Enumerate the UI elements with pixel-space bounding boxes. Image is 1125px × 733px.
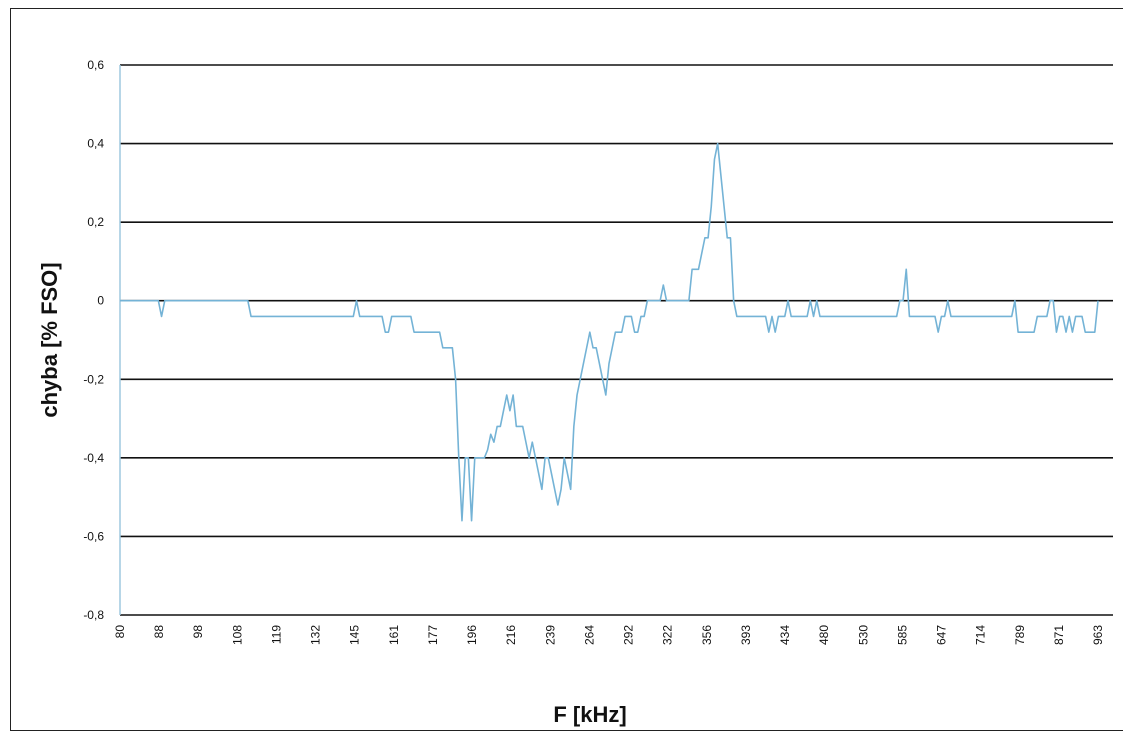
y-tick-label: 0,2 <box>87 215 104 229</box>
x-tick-label: 292 <box>622 625 636 645</box>
x-tick-label: 80 <box>113 625 127 639</box>
x-tick-label: 88 <box>152 625 166 639</box>
x-axis-title: F [kHz] <box>553 702 626 727</box>
x-tick-label: 356 <box>700 625 714 645</box>
gridlines <box>120 64 1113 616</box>
x-tick-label: 963 <box>1091 625 1105 645</box>
x-tick-label: 196 <box>465 625 479 645</box>
y-tick-label: 0 <box>97 294 104 308</box>
x-tick-label: 871 <box>1052 625 1066 645</box>
y-tick-label: -0,2 <box>83 372 104 386</box>
series-line <box>120 142 1099 522</box>
x-tick-label: 434 <box>778 625 792 645</box>
x-tick-label: 393 <box>739 625 753 645</box>
x-tick-label: 239 <box>543 625 557 645</box>
y-tick-label: -0,8 <box>83 608 104 622</box>
x-axis-ticks: 80 88 98 108 119 132 145 161 177 196 216 239 264 292 3… <box>113 625 1105 645</box>
chart-frame <box>10 8 1123 731</box>
x-tick-label: 714 <box>974 625 988 645</box>
x-tick-label: 647 <box>935 625 949 645</box>
x-tick-label: 216 <box>504 625 518 645</box>
x-tick-label: 789 <box>1013 625 1027 645</box>
x-tick-label: 322 <box>661 625 675 645</box>
x-tick-label: 585 <box>895 625 909 645</box>
x-tick-label: 119 <box>269 625 283 644</box>
x-tick-label: 98 <box>191 625 205 639</box>
y-tick-label: -0,6 <box>83 529 104 543</box>
y-axis-ticks: 0,6 0,4 0,2 0 -0,2 -0,4 -0,6 -0,8 <box>83 58 104 622</box>
y-axis-title: chyba [% FSO] <box>37 262 62 417</box>
x-tick-label: 177 <box>426 625 440 645</box>
y-tick-label: 0,6 <box>87 58 104 72</box>
y-tick-label: -0,4 <box>83 451 104 465</box>
x-tick-label: 480 <box>817 625 831 645</box>
x-tick-label: 108 <box>230 625 244 645</box>
y-tick-label: 0,4 <box>87 137 104 151</box>
x-tick-label: 530 <box>856 625 870 645</box>
x-tick-label: 161 <box>387 625 401 645</box>
x-tick-label: 264 <box>582 625 596 645</box>
x-tick-label: 145 <box>348 625 362 645</box>
x-tick-label: 132 <box>309 625 323 645</box>
